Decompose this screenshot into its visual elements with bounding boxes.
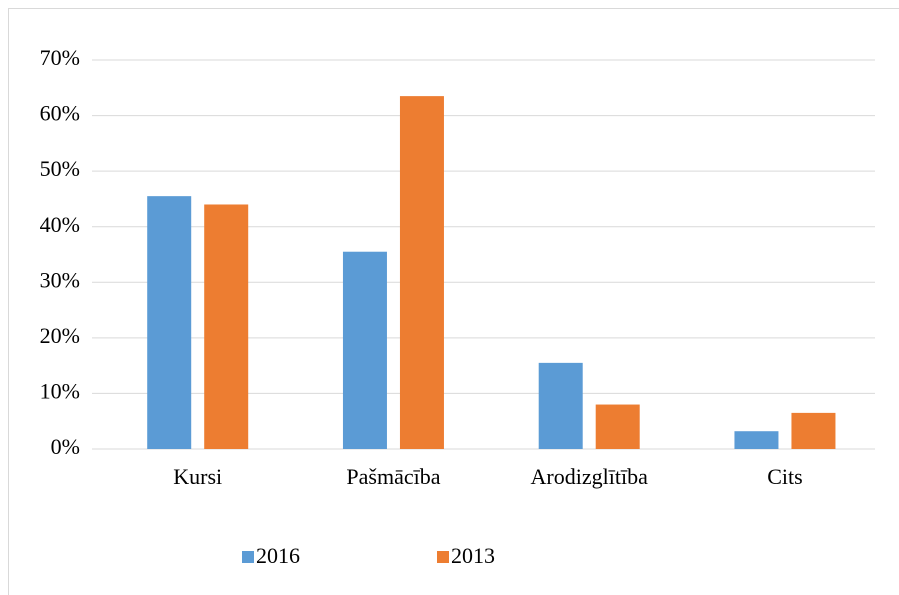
bar — [538, 362, 583, 449]
legend-label: 2016 — [256, 543, 300, 568]
legend-label: 2013 — [451, 543, 495, 568]
bar — [734, 431, 779, 449]
x-tick-label: Kursi — [173, 464, 222, 489]
bar — [399, 96, 444, 449]
x-tick-label: Arodizglītība — [531, 464, 649, 489]
x-tick-label: Cits — [767, 464, 802, 489]
legend-swatch — [242, 551, 254, 563]
bar — [204, 204, 249, 449]
y-tick-label: 20% — [40, 323, 80, 348]
y-tick-label: 60% — [40, 101, 80, 126]
legend-swatch — [437, 551, 449, 563]
y-tick-label: 0% — [51, 434, 80, 459]
bar — [791, 412, 836, 449]
bar — [342, 251, 387, 449]
y-tick-label: 40% — [40, 212, 80, 237]
y-tick-label: 30% — [40, 267, 80, 292]
bar — [147, 196, 192, 449]
x-tick-label: Pašmācība — [346, 464, 440, 489]
y-tick-label: 50% — [40, 156, 80, 181]
y-tick-label: 70% — [40, 45, 80, 70]
chart-border — [8, 8, 899, 595]
bar — [595, 404, 640, 449]
y-tick-label: 10% — [40, 378, 80, 403]
